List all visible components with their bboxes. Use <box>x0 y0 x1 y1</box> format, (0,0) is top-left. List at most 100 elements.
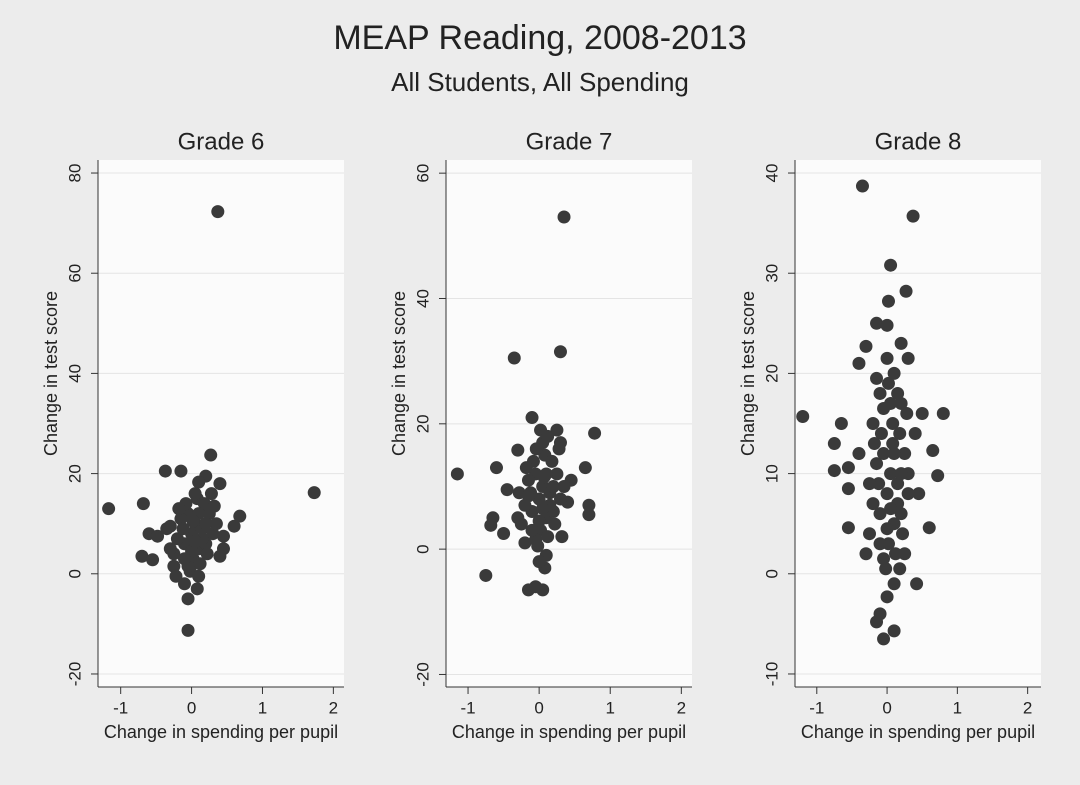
point <box>227 519 241 533</box>
point <box>834 417 848 430</box>
point <box>557 210 571 224</box>
point <box>841 521 855 535</box>
point <box>880 590 894 604</box>
point <box>177 577 191 591</box>
y-tick-label: 20 <box>413 414 432 433</box>
point <box>898 547 912 561</box>
point <box>910 577 924 591</box>
point <box>926 444 940 458</box>
point <box>529 442 543 456</box>
point <box>181 623 195 637</box>
point <box>521 489 535 503</box>
y-tick-label: -20 <box>413 662 432 687</box>
point <box>908 427 922 441</box>
point <box>532 514 546 528</box>
point <box>199 517 213 531</box>
point <box>891 477 905 491</box>
point <box>207 499 221 513</box>
point <box>906 209 920 223</box>
point <box>163 542 177 556</box>
x-tick-label: -1 <box>809 698 824 717</box>
plot-area <box>795 160 1041 687</box>
point <box>870 371 884 385</box>
point <box>186 514 200 528</box>
point <box>519 461 533 475</box>
point <box>500 483 514 497</box>
point <box>881 376 895 390</box>
figure-subtitle: All Students, All Spending <box>391 67 689 97</box>
point <box>525 411 539 425</box>
point <box>898 447 912 461</box>
point <box>479 568 493 582</box>
point <box>507 351 521 365</box>
x-axis-label: Change in spending per pupil <box>104 722 338 742</box>
point <box>541 530 555 544</box>
point <box>872 477 886 491</box>
point <box>886 417 900 430</box>
point <box>550 423 564 437</box>
y-tick-label: 0 <box>413 544 432 553</box>
point <box>553 492 567 506</box>
point <box>169 569 183 583</box>
point <box>102 502 116 516</box>
y-tick-label: 10 <box>762 464 781 483</box>
point <box>193 557 207 571</box>
point <box>197 497 211 511</box>
y-axis-label: Change in test score <box>41 291 61 456</box>
point <box>873 537 887 551</box>
point <box>176 522 190 536</box>
y-tick-label: -20 <box>65 662 84 687</box>
point <box>886 437 900 451</box>
point <box>893 562 907 576</box>
point <box>192 569 206 583</box>
point <box>867 437 881 451</box>
point <box>877 552 891 566</box>
x-tick-label: 2 <box>1023 698 1032 717</box>
point <box>873 386 887 400</box>
point <box>537 470 551 484</box>
x-axis-label: Change in spending per pupil <box>452 722 686 742</box>
point <box>518 536 532 550</box>
point <box>167 559 181 573</box>
y-tick-label: 20 <box>762 364 781 383</box>
point <box>188 534 202 548</box>
point <box>863 527 877 541</box>
point <box>582 498 596 512</box>
point <box>894 467 908 481</box>
point <box>582 508 596 522</box>
point <box>450 467 464 481</box>
point <box>866 417 880 430</box>
y-tick-label: 40 <box>65 364 84 383</box>
point <box>135 549 149 563</box>
point <box>546 479 560 493</box>
point <box>887 447 901 461</box>
y-tick-label: 20 <box>65 464 84 483</box>
point <box>200 547 214 561</box>
x-tick-label: -1 <box>460 698 475 717</box>
point <box>181 592 195 606</box>
point <box>177 552 191 566</box>
point <box>588 426 602 440</box>
point <box>192 475 206 489</box>
point <box>213 477 227 491</box>
point <box>511 511 525 525</box>
point <box>553 345 567 359</box>
point <box>206 527 220 541</box>
point <box>160 522 174 536</box>
point <box>158 464 172 478</box>
point <box>936 406 950 420</box>
point <box>881 294 895 308</box>
point <box>841 461 855 475</box>
point <box>889 547 903 561</box>
point <box>870 457 884 471</box>
x-tick-label: 1 <box>606 698 615 717</box>
point <box>887 366 901 380</box>
point <box>188 487 202 501</box>
point <box>931 469 945 483</box>
point <box>855 179 869 193</box>
x-tick-label: 0 <box>534 698 543 717</box>
point <box>307 486 321 500</box>
point <box>863 477 877 491</box>
y-axis-label: Change in test score <box>738 291 758 456</box>
